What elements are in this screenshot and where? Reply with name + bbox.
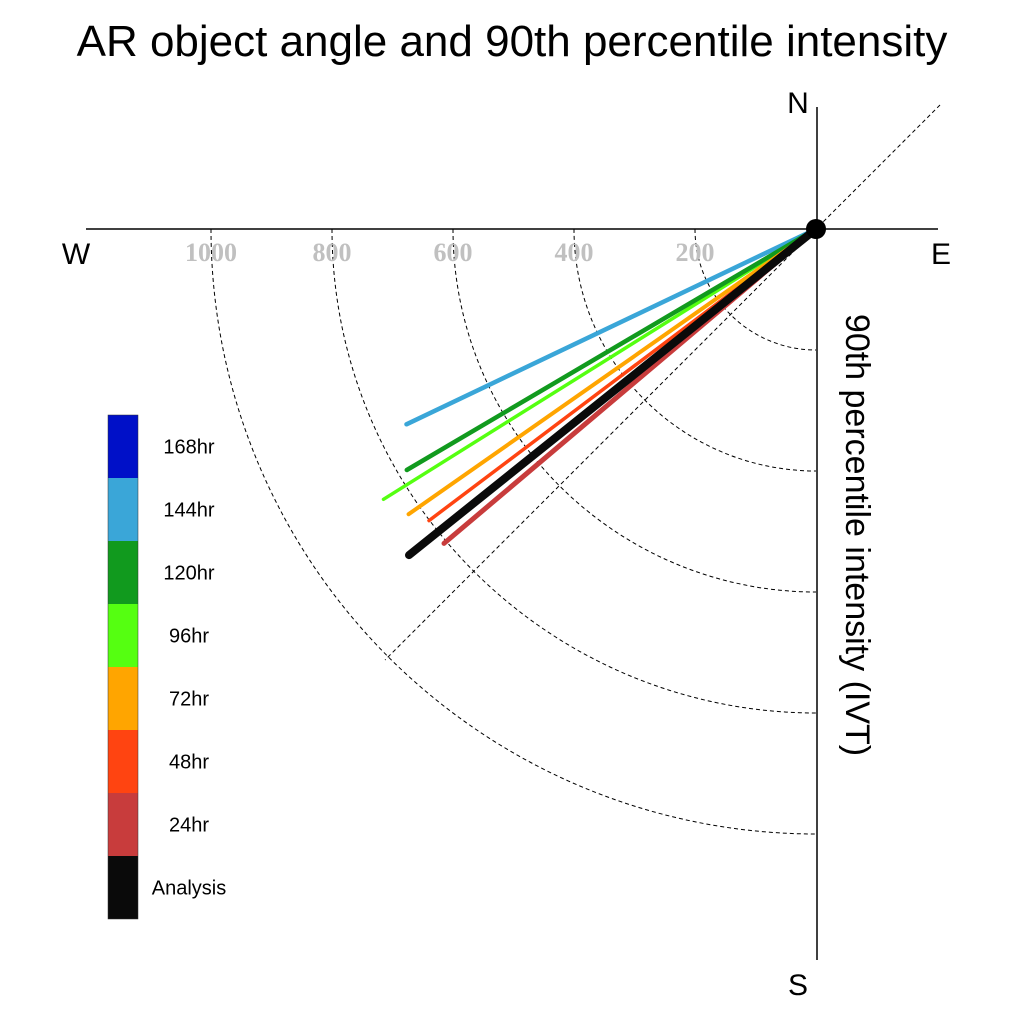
legend-swatch-168hr [108, 415, 138, 478]
chart-title: AR object angle and 90th percentile inte… [77, 17, 948, 66]
grid-ring [573, 228, 817, 472]
vector-72hr [406, 227, 818, 517]
radial-tick-label: 600 [434, 238, 473, 267]
legend-label-120hr: 120hr [163, 563, 214, 585]
west-label: W [62, 238, 91, 271]
legend-frame [107, 414, 139, 920]
legend-swatch-72hr [108, 667, 138, 730]
legend-label-96hr: 96hr [169, 626, 209, 648]
diagonal-reference-line [384, 104, 941, 661]
radial-tick-labels: 200 400 600 800 1000 [185, 238, 715, 267]
legend-swatch-120hr [108, 541, 138, 604]
legend-label-144hr: 144hr [163, 500, 214, 522]
legend-swatch-144hr [108, 478, 138, 541]
legend-label-analysis: Analysis [152, 878, 226, 900]
legend-swatch-24hr [108, 793, 138, 856]
legend-swatch-48hr [108, 730, 138, 793]
legend-swatch-analysis [108, 856, 138, 919]
vector-120hr [404, 226, 819, 473]
vector-analysis [405, 225, 820, 560]
polar-grid [210, 104, 941, 835]
radial-tick-label: 800 [313, 238, 352, 267]
north-label: N [787, 87, 809, 120]
south-label: S [788, 969, 808, 1002]
radial-tick-label: 400 [555, 238, 594, 267]
legend-label-72hr: 72hr [169, 689, 209, 711]
radial-tick-label: 1000 [185, 238, 237, 267]
vector-144hr [404, 226, 819, 427]
origin-marker [806, 219, 826, 239]
radial-tick-label: 200 [676, 238, 715, 267]
grid-ring [452, 228, 817, 593]
legend: 168hr 144hr 120hr 96hr 72hr 48hr 24hr Analysis [107, 414, 226, 920]
legend-label-168hr: 168hr [163, 437, 214, 459]
legend-label-24hr: 24hr [169, 815, 209, 837]
radial-axis-label: 90th percentile intensity (IVT) [838, 314, 876, 756]
east-label: E [931, 238, 951, 271]
legend-label-48hr: 48hr [169, 752, 209, 774]
vector-series [381, 225, 820, 560]
legend-swatch-96hr [108, 604, 138, 667]
grid-ring [210, 228, 817, 835]
